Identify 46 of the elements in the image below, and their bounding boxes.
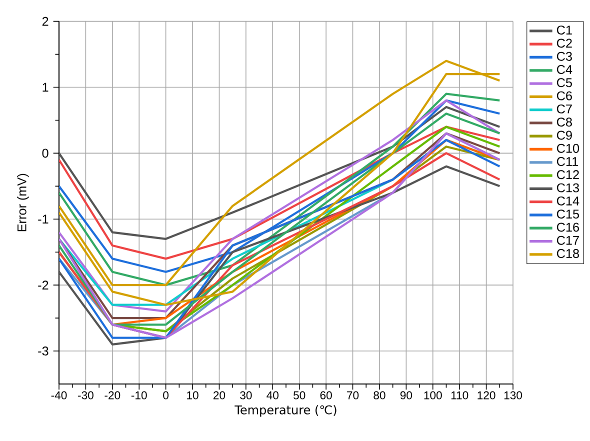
line-series [59,106,501,240]
y-tick-label: 1 [42,82,48,92]
y-tick-label: -1 [38,214,48,224]
legend-label: C5 [556,78,572,88]
legend-label: C14 [556,196,580,206]
x-tick-label: 80 [374,391,386,400]
x-tick-label: -10 [131,391,147,400]
x-tick-label: 70 [347,391,359,400]
legend-label: C8 [556,118,572,127]
x-tick-label: -40 [51,391,67,400]
legend-label: C6 [556,91,572,100]
x-tick-label: 100 [424,391,442,400]
x-tick-label: 60 [320,391,332,400]
legend-label: C4 [556,65,572,74]
legend-label: C18 [556,249,580,258]
legend-label: C9 [556,130,572,140]
x-tick-label: 0 [163,391,169,400]
y-tick-label: -3 [38,346,48,356]
x-tick-label: 90 [400,391,412,400]
legend-label: C15 [556,210,580,219]
legend-label: C13 [556,183,579,192]
legend-label: C17 [556,236,579,245]
y-tick-label: -2 [38,280,48,290]
legend-label: C1 [556,26,572,35]
x-tick-label: 30 [240,391,252,400]
x-tick-label: -30 [78,391,94,400]
y-tick-label: 2 [42,16,48,26]
legend-label: C2 [556,38,572,48]
legend-label: C16 [556,222,579,232]
x-tick-label: 20 [214,391,226,400]
legend-label: C3 [556,52,572,61]
x-tick-label: 10 [187,391,198,400]
x-axis-title: Temperature (℃) [234,405,336,417]
x-tick-label: -20 [104,391,120,400]
legend-label: C10 [556,144,580,153]
legend-label: C7 [556,104,572,114]
x-tick-label: 120 [478,391,496,400]
line-series [59,126,501,260]
x-tick-label: 40 [266,391,278,400]
legend-label: C12 [556,170,579,180]
y-axis-title: Error (mV) [17,174,29,232]
legend-label: C11 [556,157,578,166]
y-tick-label: 0 [42,148,48,158]
x-tick-label: 130 [504,391,522,400]
x-tick-label: 110 [451,391,468,400]
x-tick-label: 50 [294,391,306,400]
